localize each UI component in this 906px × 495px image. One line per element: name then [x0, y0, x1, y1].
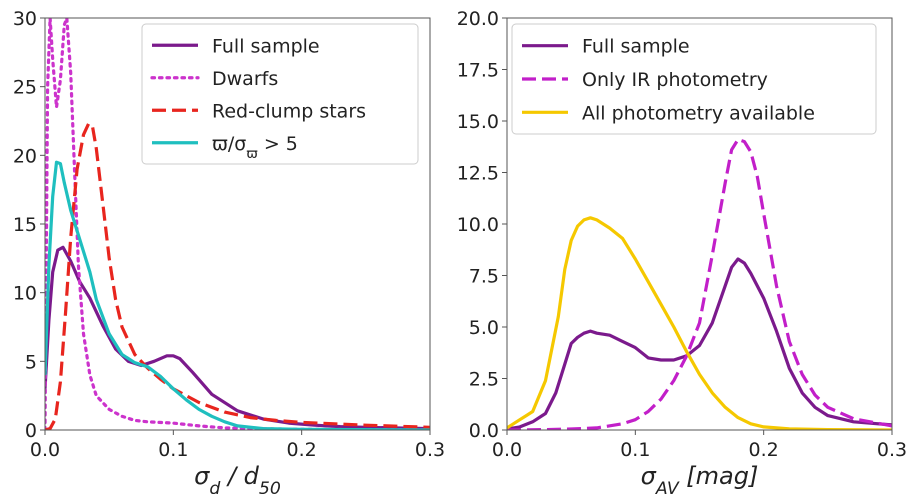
legend-box [141, 23, 419, 165]
x-tick-label: 0.3 [415, 439, 445, 461]
series-line-1 [507, 257, 892, 430]
legend-label: Red-clump stars [212, 100, 366, 122]
y-tick-label: 15 [13, 214, 37, 236]
series-line-2 [507, 137, 892, 430]
x-axis-label: σd / d50 [194, 462, 281, 495]
y-tick-label: 0 [25, 420, 37, 442]
y-tick-label: 5 [25, 351, 37, 373]
x-tick-label: 0.3 [877, 439, 906, 461]
y-tick-label: 15.0 [457, 111, 499, 133]
y-tick-label: 12.5 [457, 163, 499, 185]
x-tick-label: 0.0 [30, 439, 60, 461]
legend-label: Full sample [212, 35, 320, 57]
chart-panel-1: 0.0 0.1 0.2 0.3 0 5 10 15 20 25 30 σd / d50 Full sam… [13, 8, 445, 495]
series-line-2 [45, 18, 430, 430]
y-tick-label: 2.5 [469, 369, 499, 391]
x-tick-label: 0.1 [158, 439, 188, 461]
chart-panel-2: 0.0 0.1 0.2 0.3 0.0 2.5 5.0 7.5 10.0 12.5 15.0 17.5… [457, 8, 906, 495]
x-tick-label: 0.2 [749, 439, 779, 461]
series-line-4 [45, 160, 430, 430]
legend-label: Dwarfs [212, 68, 278, 90]
x-tick-label: 0.1 [620, 439, 650, 461]
series-line-3 [507, 216, 892, 430]
y-tick-label: 17.5 [457, 60, 499, 82]
legend-label: Full sample [582, 36, 690, 58]
x-axis-label: σAV [mag] [641, 462, 759, 495]
series-line-1 [45, 245, 430, 430]
y-tick-label: 30 [13, 8, 37, 30]
y-tick-label: 20 [13, 145, 37, 167]
legend: Full sample Dwarfs Red-clump stars ϖ/σϖ > 5 [141, 23, 419, 165]
series-line-3 [45, 122, 430, 430]
y-tick-label: 20.0 [457, 8, 499, 30]
legend: Full sample Only IR photometry All photome… [511, 23, 877, 135]
x-tick-label: 0.0 [492, 439, 522, 461]
y-tick-label: 7.5 [469, 266, 499, 288]
legend-label: All photometry available [582, 102, 815, 124]
y-tick-label: 10.0 [457, 214, 499, 236]
y-tick-label: 5.0 [469, 317, 499, 339]
legend-box [511, 23, 877, 135]
x-tick-label: 0.2 [287, 439, 317, 461]
legend-label: Only IR photometry [582, 69, 768, 91]
y-tick-label: 0.0 [469, 420, 499, 442]
y-tick-label: 25 [13, 77, 37, 99]
legend-label: ϖ/σϖ > 5 [212, 133, 298, 162]
y-tick-label: 10 [13, 283, 37, 305]
